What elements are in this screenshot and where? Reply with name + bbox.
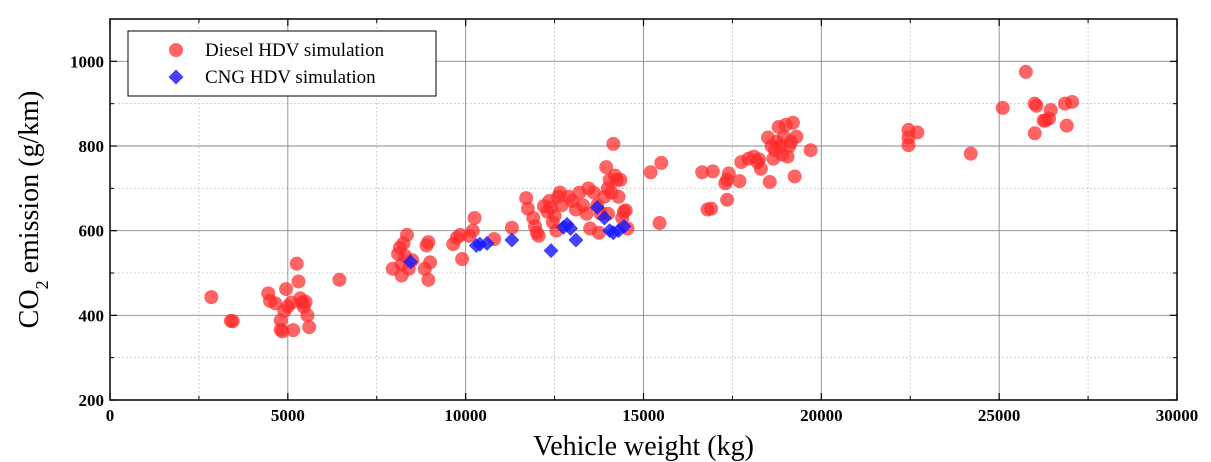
x-tick-label: 30000 [1156,406,1199,425]
diesel-data-point [204,290,219,305]
diesel-data-point [279,282,294,297]
diesel-data-point [399,227,414,242]
x-tick-label: 25000 [978,406,1021,425]
diesel-data-point [606,136,621,151]
diesel-data-point [910,125,925,140]
y-tick-label: 200 [79,391,105,410]
cng-data-point [616,218,632,234]
diesel-data-point [643,165,658,180]
diesel-data-point [762,174,777,189]
y-axis-title-suffix: emission (g/km) [14,91,45,281]
cng-series [403,199,632,270]
legend: Diesel HDV simulation CNG HDV simulation [127,30,437,97]
diesel-data-point [704,201,719,216]
cng-data-point [403,254,419,270]
diesel-data-point [618,203,633,218]
diesel-data-point [599,160,614,175]
cng-data-point [589,199,605,215]
diesel-data-point [519,191,534,206]
diesel-data-point [1018,64,1033,79]
x-tick-label: 15000 [622,406,665,425]
y-tick-label: 600 [79,222,105,241]
y-axis-title: CO2 emission (g/km) [14,91,52,329]
diesel-data-point [302,320,317,335]
diesel-data-point [332,272,347,287]
y-tick-label: 400 [79,306,105,325]
diesel-data-point [423,255,438,270]
diesel-data-point [995,100,1010,115]
diesel-data-point [1059,118,1074,133]
y-tick-label: 1000 [70,52,104,71]
diesel-data-point [654,155,669,170]
diesel-data-point [1027,126,1042,141]
x-tick-label: 20000 [800,406,843,425]
cng-data-point [563,221,579,237]
diesel-data-point [592,225,607,240]
diesel-data-point [705,164,720,179]
cng-data-point [568,232,584,248]
x-tick-label: 10000 [444,406,487,425]
x-tick-label: 0 [106,406,115,425]
diesel-data-point [1029,98,1044,113]
cng-data-point [504,232,520,248]
legend-box [127,30,437,97]
diesel-data-point [421,235,436,250]
diesel-data-point [547,208,562,223]
diesel-data-point [803,143,818,158]
diesel-data-point [421,272,436,287]
cng-data-point [543,243,559,259]
y-axis-title-subscript: 2 [32,280,52,289]
diesel-data-point [586,185,601,200]
diesel-data-point [1065,94,1080,109]
diesel-data-point [225,314,240,329]
diesel-series [204,64,1080,339]
axis-ticks [109,18,1178,401]
diesel-data-point [652,216,667,231]
legend-label: Diesel HDV simulation [205,40,385,61]
diesel-data-point [785,115,800,130]
diesel-data-point [275,324,290,339]
diesel-data-point [455,252,470,267]
diesel-data-point [289,256,304,271]
diesel-data-point [300,308,315,323]
diesel-data-point [613,172,628,187]
y-axis-title-prefix: CO [14,289,45,328]
legend-marker-cng [168,69,184,85]
legend-label: CNG HDV simulation [205,67,376,88]
diesel-data-point [720,192,735,207]
diesel-data-point [286,323,301,338]
data-points [204,64,1080,339]
diesel-data-point [721,166,736,181]
diesel-data-point [901,138,916,153]
diesel-data-point [789,129,804,144]
diesel-data-point [1043,103,1058,118]
diesel-data-point [780,149,795,164]
diesel-data-point [753,161,768,176]
diesel-data-point [298,294,313,309]
diesel-data-point [465,223,480,238]
diesel-data-point [531,228,546,243]
diesel-data-point [504,220,519,235]
diesel-data-point [695,165,710,180]
legend-marker-diesel [169,43,183,57]
cng-data-point [479,235,495,251]
x-axis-title: Vehicle weight (kg) [533,431,754,462]
y-tick-label: 800 [79,137,105,156]
tick-labels: 0 5000 10000 15000 20000 25000 30000 200 400 600 8… [70,52,1198,425]
diesel-data-point [579,206,594,221]
diesel-data-point [467,210,482,225]
diesel-data-point [291,274,306,289]
diesel-data-point [732,174,747,189]
diesel-data-point [963,146,978,161]
x-tick-label: 5000 [271,406,305,425]
diesel-data-point [787,169,802,184]
diesel-data-point [611,189,626,204]
cng-data-point [596,210,612,226]
